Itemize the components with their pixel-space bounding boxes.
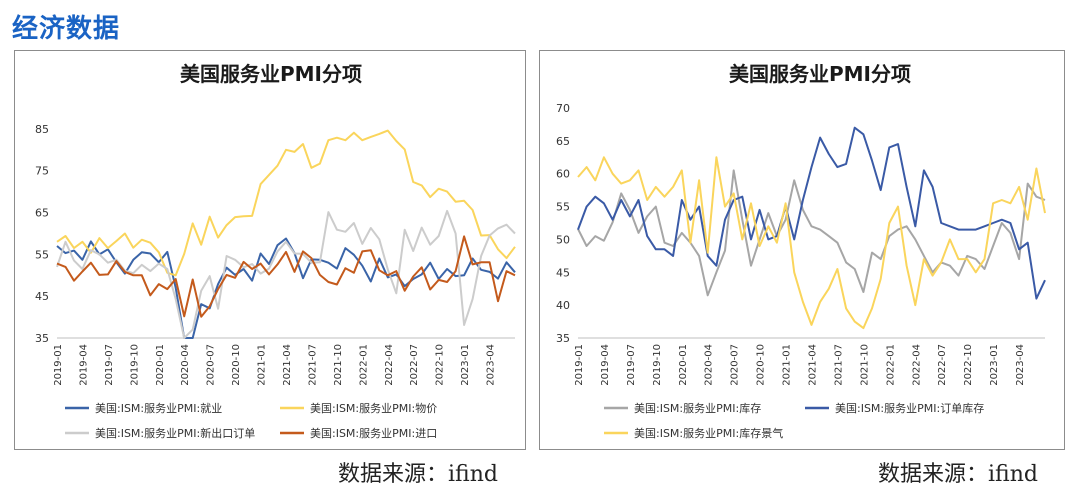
y-tick-label: 55 bbox=[35, 248, 49, 261]
chart-right-legend: 美国:ISM:服务业PMI:库存 美国:ISM:服务业PMI:订单库存美国:ISM… bbox=[604, 401, 984, 440]
x-tick-label: 2022-04 bbox=[911, 344, 922, 386]
x-tick-label: 2022-07 bbox=[937, 344, 948, 386]
x-tick-label: 2020-04 bbox=[704, 344, 715, 386]
y-tick-label: 85 bbox=[35, 123, 49, 136]
series-line-0 bbox=[577, 169, 1046, 297]
chart-left-y-ticks: 35 45 55 65 75 85 bbox=[35, 123, 49, 345]
x-tick-label: 2021-10 bbox=[333, 344, 344, 386]
y-tick-label: 60 bbox=[556, 168, 570, 181]
legend-label: 美国:ISM:服务业PMI:物价 bbox=[310, 401, 437, 415]
y-tick-label: 45 bbox=[35, 290, 49, 303]
x-tick-label: 2021-01 bbox=[257, 344, 268, 386]
series-line-3 bbox=[56, 235, 516, 318]
y-tick-label: 75 bbox=[35, 165, 49, 178]
y-tick-label: 40 bbox=[556, 299, 570, 312]
chart-panel-left: 美国服务业PMI分项 35 45 55 65 75 85 2019-01 2019-04 20… bbox=[14, 50, 526, 450]
x-tick-label: 2020-01 bbox=[155, 344, 166, 386]
x-tick-label: 2021-04 bbox=[808, 344, 819, 386]
x-tick-label: 2022-10 bbox=[963, 344, 974, 386]
y-tick-label: 45 bbox=[556, 266, 570, 279]
series-line-2 bbox=[56, 209, 516, 339]
legend-label: 美国:ISM:服务业PMI:库存景气 bbox=[634, 426, 783, 440]
x-tick-label: 2022-04 bbox=[384, 344, 395, 386]
x-tick-label: 2021-07 bbox=[307, 344, 318, 386]
x-tick-label: 2022-01 bbox=[885, 344, 896, 386]
y-tick-label: 55 bbox=[556, 201, 570, 214]
source-note-right: 数据来源：ifind bbox=[878, 462, 1038, 487]
x-tick-label: 2019-10 bbox=[129, 344, 140, 386]
y-tick-label: 50 bbox=[556, 233, 570, 246]
legend-label: 美国:ISM:服务业PMI:订单库存 bbox=[835, 401, 984, 415]
series-line-2 bbox=[577, 156, 1046, 330]
x-tick-label: 2019-07 bbox=[626, 344, 637, 386]
y-tick-label: 65 bbox=[35, 207, 49, 220]
x-tick-label: 2021-04 bbox=[282, 344, 293, 386]
x-tick-label: 2021-10 bbox=[859, 344, 870, 386]
chart-left-legend: 美国:ISM:服务业PMI:就业 美国:ISM:服务业PMI:物价美国:ISM:服… bbox=[65, 401, 437, 440]
series-line-1 bbox=[577, 126, 1046, 300]
x-tick-label: 2023-01 bbox=[460, 344, 471, 386]
legend-label: 美国:ISM:服务业PMI:进口 bbox=[310, 427, 437, 440]
x-tick-label: 2021-07 bbox=[833, 344, 844, 386]
page-header-title: 经济数据 bbox=[12, 14, 121, 44]
chart-panel-right: 美国服务业PMI分项 35 40 45 50 55 60 65 70 2019-01 2019-… bbox=[539, 50, 1065, 450]
x-tick-label: 2019-07 bbox=[104, 344, 115, 386]
x-tick-label: 2023-01 bbox=[989, 344, 1000, 386]
x-tick-label: 2022-01 bbox=[358, 344, 369, 386]
y-tick-label: 70 bbox=[556, 102, 570, 115]
x-tick-label: 2023-04 bbox=[486, 344, 497, 386]
x-tick-label: 2021-01 bbox=[782, 344, 793, 386]
x-tick-label: 2020-10 bbox=[231, 344, 242, 386]
chart-right-y-ticks: 35 40 45 50 55 60 65 70 bbox=[556, 102, 570, 345]
chart-right-x-ticks: 2019-01 2019-04 2019-07 2019-10 2020-01 2020-… bbox=[574, 344, 1026, 386]
y-tick-label: 35 bbox=[556, 332, 570, 345]
x-tick-label: 2022-07 bbox=[409, 344, 420, 386]
x-tick-label: 2020-10 bbox=[756, 344, 767, 386]
chart-left-x-ticks: 2019-01 2019-04 2019-07 2019-10 2020-01 2020-… bbox=[53, 344, 497, 386]
chart-left-series bbox=[56, 129, 516, 339]
legend-label: 美国:ISM:服务业PMI:库存 bbox=[634, 401, 761, 415]
x-tick-label: 2022-10 bbox=[435, 344, 446, 386]
chart-left-title: 美国服务业PMI分项 bbox=[180, 62, 362, 86]
y-tick-label: 65 bbox=[556, 135, 570, 148]
chart-right-series bbox=[577, 126, 1046, 330]
source-note-left: 数据来源：ifind bbox=[338, 462, 498, 487]
y-tick-label: 35 bbox=[35, 332, 49, 345]
x-tick-label: 2020-07 bbox=[730, 344, 741, 386]
x-tick-label: 2020-01 bbox=[678, 344, 689, 386]
legend-label: 美国:ISM:服务业PMI:新出口订单 bbox=[95, 426, 255, 440]
x-tick-label: 2023-04 bbox=[1015, 344, 1026, 386]
x-tick-label: 2020-04 bbox=[180, 344, 191, 386]
series-line-1 bbox=[56, 129, 516, 277]
x-tick-label: 2019-01 bbox=[53, 344, 64, 386]
x-tick-label: 2019-04 bbox=[600, 344, 611, 386]
legend-label: 美国:ISM:服务业PMI:就业 bbox=[95, 401, 222, 415]
x-tick-label: 2019-10 bbox=[652, 344, 663, 386]
x-tick-label: 2020-07 bbox=[206, 344, 217, 386]
chart-right-title: 美国服务业PMI分项 bbox=[729, 62, 911, 86]
x-tick-label: 2019-01 bbox=[574, 344, 585, 386]
x-tick-label: 2019-04 bbox=[78, 344, 89, 386]
